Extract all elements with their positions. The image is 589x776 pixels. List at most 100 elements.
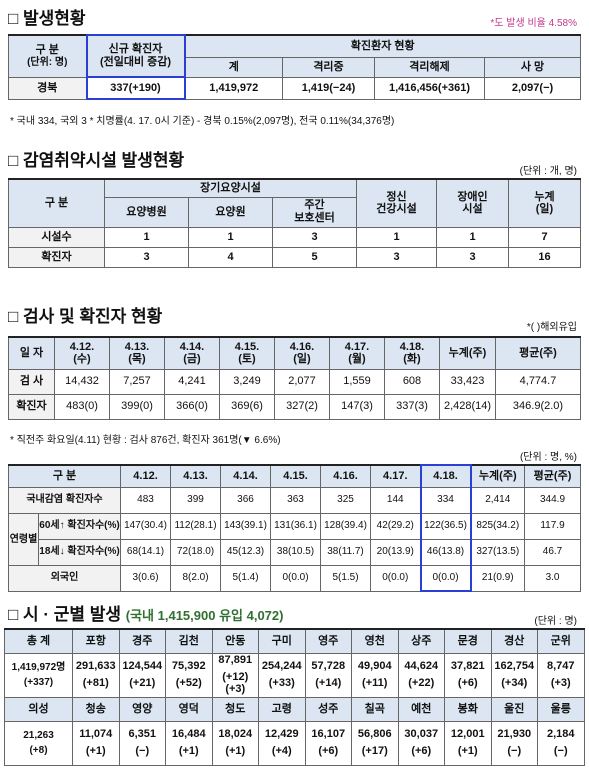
- header-cell: 정신 건강시설: [356, 178, 437, 228]
- table-cell: 3: [436, 246, 509, 268]
- table-cell: 4.17.: [370, 464, 422, 488]
- table-cell: 1,419(−24): [282, 76, 375, 100]
- change: (−): [135, 745, 150, 757]
- total: 2,184: [546, 728, 575, 741]
- table-cell: 확진자: [8, 393, 55, 420]
- change: (+17): [361, 745, 388, 757]
- total: 75,392: [171, 660, 206, 673]
- total: 162,754: [494, 660, 535, 673]
- total: 18,024: [218, 728, 253, 741]
- table-cell: 16,484 (+1): [165, 720, 213, 766]
- total: 37,821: [450, 660, 485, 673]
- footnote: * 국내 334, 국외 3 * 치명률(4. 17. 0시 기준) - 경북 …: [10, 116, 395, 127]
- table-cell: 4.12. (수): [54, 336, 110, 370]
- table-cell: 344.9: [524, 486, 582, 514]
- table-cell: 57,728 (+14): [304, 652, 352, 698]
- table-cell: 안동: [211, 628, 259, 654]
- change: (+3): [550, 677, 571, 689]
- table-cell: 김천: [165, 628, 213, 654]
- table-cell: 399: [170, 486, 222, 514]
- total: 8,747: [546, 660, 575, 673]
- table-cell: 87,891 (+12)(+3): [211, 652, 259, 698]
- table-cell: 42(29.2): [370, 512, 422, 540]
- table-cell: 1,559: [329, 368, 385, 395]
- table-cell: 399(0): [109, 393, 165, 420]
- table-cell: 1: [356, 226, 437, 248]
- title-text: □ 시 · 군별 발생: [8, 605, 122, 624]
- table-cell: 영천: [351, 628, 399, 654]
- change: (+22): [408, 677, 435, 689]
- table-cell: 봉화: [444, 696, 492, 722]
- table-cell: 38(10.5): [270, 538, 322, 566]
- table-cell: 254,244 (+33): [258, 652, 306, 698]
- table-cell: 21,930 (−): [490, 720, 538, 766]
- table-cell: 연령별: [8, 512, 39, 566]
- table-4: 구 분 4.12. 4.13. 4.14. 4.15. 4.16. 4.17. 4.18. 누계…: [7, 464, 582, 592]
- total: 254,244: [261, 660, 302, 673]
- table-cell: 8,747 (+3): [537, 652, 585, 698]
- table-row: 1,419,972명 (+337) 291,633 (+81) 124,544 (+21)…: [4, 652, 585, 698]
- table-cell: 5(1.5): [320, 564, 372, 592]
- table-cell: 825(34.2): [470, 512, 526, 540]
- table-cell: 75,392 (+52): [165, 652, 213, 698]
- change: (+8): [29, 745, 48, 756]
- table-cell: 291,633 (+81): [72, 652, 120, 698]
- total: 1,419,972명: [11, 661, 66, 673]
- table-cell: 3,249: [219, 368, 275, 395]
- table-cell: 363: [270, 486, 322, 514]
- change: (+12)(+3): [222, 670, 249, 696]
- table-cell: 16: [508, 246, 581, 268]
- table-cell: 검 사: [8, 368, 55, 395]
- table-cell: 8(2.0): [170, 564, 222, 592]
- table-cell: 30,037 (+6): [397, 720, 445, 766]
- change: (+6): [457, 677, 478, 689]
- table-cell: 군위: [537, 628, 585, 654]
- change: (+6): [411, 745, 432, 757]
- table-cell: 확진자: [8, 246, 105, 268]
- table-cell: 147(30.4): [120, 512, 172, 540]
- table-cell: 3: [104, 246, 189, 268]
- table-cell: 누계(주): [470, 464, 526, 488]
- header-text: 구 분: [35, 43, 59, 56]
- table-row: 21,263 (+8) 11,074 (+1) 6,351 (−) 16,484 (+1) 18…: [4, 720, 585, 766]
- header-cell: 요양병원: [104, 196, 189, 228]
- table-cell: 327(13.5): [470, 538, 526, 566]
- total: 291,633: [75, 660, 116, 673]
- table-cell: 12,001 (+1): [444, 720, 492, 766]
- table-cell: 일 자: [8, 336, 55, 370]
- header-cell: 확진환자 현황: [183, 34, 582, 58]
- table-cell: 44,624 (+22): [397, 652, 445, 698]
- table-cell: 325: [320, 486, 372, 514]
- table-cell: 3: [356, 246, 437, 268]
- table-cell: 334: [419, 486, 472, 514]
- table-cell: 369(6): [219, 393, 275, 420]
- table-cell: 18세↓ 확진자수(%): [37, 538, 122, 566]
- table-cell: 7: [508, 226, 581, 248]
- table-cell: 1,416,456(+361): [374, 76, 485, 100]
- table-row: 검 사 14,432 7,257 4,241 3,249 2,077 1,559 608 33,…: [8, 368, 581, 395]
- table-cell: 337(3): [384, 393, 440, 420]
- table-cell: 117.9: [524, 512, 582, 540]
- table-cell: 46(13.8): [419, 538, 472, 566]
- table-cell: 1: [188, 226, 273, 248]
- table-cell: 구미: [258, 628, 306, 654]
- table-row: 의성 청송 영양 영덕 청도 고령 성주 칠곡 예천 봉화 울진 울릉: [4, 696, 585, 722]
- change: (+52): [175, 677, 202, 689]
- change: (+4): [271, 745, 292, 757]
- table-cell: 성주: [304, 696, 352, 722]
- table-cell: 4.13.: [170, 464, 222, 488]
- ratio-note: *도 발생 비율 4.58%: [490, 18, 577, 29]
- table-cell: 483: [120, 486, 172, 514]
- total: 44,624: [404, 660, 439, 673]
- table-row: 확진자 483(0) 399(0) 366(0) 369(6) 327(2) 147(3) 3…: [8, 393, 581, 420]
- table-cell: 경산: [490, 628, 538, 654]
- table-cell: 14,432: [54, 368, 110, 395]
- table-row: 연령별 60세↑ 확진자수(%) 147(30.4) 112(28.1) 143(39.…: [8, 512, 582, 566]
- change: (+1): [178, 745, 199, 757]
- total: 16,107: [311, 728, 346, 741]
- total: 57,728: [311, 660, 346, 673]
- section-title: □ 검사 및 확진자 현황: [8, 307, 163, 326]
- table-cell: 483(0): [54, 393, 110, 420]
- table-cell: 총 계: [4, 628, 73, 654]
- table-cell: 12,429 (+4): [258, 720, 306, 766]
